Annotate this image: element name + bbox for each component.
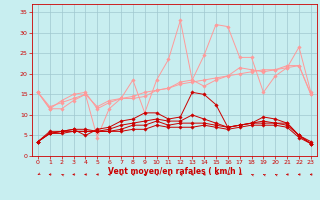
X-axis label: Vent moyen/en rafales ( km/h ): Vent moyen/en rafales ( km/h ) [108,167,241,176]
